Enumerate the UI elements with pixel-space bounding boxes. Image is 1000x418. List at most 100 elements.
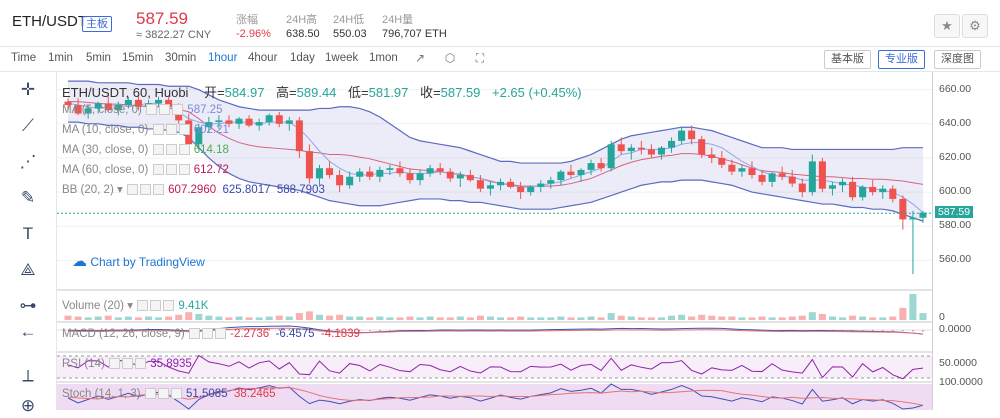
tf-1min[interactable]: 1min xyxy=(48,52,73,64)
candle xyxy=(738,168,746,172)
volume-bar xyxy=(597,317,605,320)
brush-icon[interactable]: ✎ xyxy=(20,188,36,207)
tradingview-attribution[interactable]: ☁ Chart by TradingView xyxy=(72,252,205,270)
volume-bar xyxy=(205,315,213,320)
volume-bar xyxy=(758,316,766,320)
volume-bar xyxy=(577,317,585,320)
candle xyxy=(486,185,494,189)
candle xyxy=(104,103,112,111)
macd-label: MACD (12, 26, close, 9) xyxy=(62,328,185,340)
tf-5min[interactable]: 5min xyxy=(86,52,111,64)
volume-legend: Volume (20) ▾ 9.41K xyxy=(62,300,209,312)
volume-bar xyxy=(708,315,716,320)
candle xyxy=(406,173,414,181)
macd-hist-bar xyxy=(278,328,280,331)
volume-bar xyxy=(104,315,112,320)
volume-bar xyxy=(788,316,796,320)
text-tool-icon[interactable]: T xyxy=(22,224,34,243)
pair-name[interactable]: ETH/USDT xyxy=(12,13,87,30)
high-label-legend: 高= xyxy=(276,85,297,100)
candle xyxy=(275,115,283,124)
open-label: 开= xyxy=(204,85,225,100)
candle xyxy=(688,130,696,140)
interval-toolbar: Time 1min 5min 15min 30min 1hour 4hour 1… xyxy=(0,47,1000,72)
bb-lower: 588.7903 xyxy=(276,184,325,196)
tf-4hour[interactable]: 4hour xyxy=(248,52,278,64)
price-tick: 620.00 xyxy=(939,150,972,163)
high-label: 24H高 xyxy=(286,14,318,26)
indicator-settings-icon[interactable]: ⬡ xyxy=(444,51,456,65)
candle xyxy=(627,147,635,152)
price-tick: 580.00 xyxy=(939,219,972,232)
volume-bar xyxy=(889,316,897,320)
stoch-d: 38.2465 xyxy=(234,388,276,400)
volume-bar xyxy=(366,317,374,320)
tf-1week[interactable]: 1week xyxy=(325,52,359,64)
candle xyxy=(74,105,82,114)
pro-view-button[interactable]: 专业版 xyxy=(878,50,925,69)
volume-bar xyxy=(215,316,223,320)
depth-chart-button[interactable]: 深度图 xyxy=(934,50,981,69)
ma30-legend: MA (30, close, 0) 614.18 xyxy=(62,144,229,156)
macd-legend: MACD (12, 26, close, 9) -2.2736 -6.4575 … xyxy=(62,328,360,340)
change-value: -2.96% xyxy=(236,28,271,40)
candle xyxy=(577,169,585,176)
candle xyxy=(265,115,273,123)
stoch-legend: Stoch (14, 1, 3) 51.5085 38.2465 xyxy=(62,388,276,400)
volume-bar xyxy=(64,315,72,320)
volume-bar xyxy=(406,316,414,320)
volume-bar xyxy=(798,315,806,320)
ruler-icon[interactable]: ⟂ xyxy=(22,366,34,385)
pattern-icon[interactable]: ⟁ xyxy=(20,260,36,279)
macd-hist-bar xyxy=(912,330,914,332)
volume-bar xyxy=(94,316,102,320)
crosshair-icon[interactable]: ✛ xyxy=(20,80,36,99)
settings-button[interactable]: ⚙ xyxy=(962,14,988,38)
tf-30min[interactable]: 30min xyxy=(165,52,197,64)
volume-bar xyxy=(74,316,82,320)
tf-time[interactable]: Time xyxy=(11,52,37,64)
volume-bar xyxy=(667,315,676,320)
candle xyxy=(808,161,816,193)
candle xyxy=(114,105,122,111)
price-chart[interactable] xyxy=(57,72,1000,410)
volume-bar xyxy=(698,314,706,320)
candle xyxy=(708,154,716,158)
candle xyxy=(215,120,223,123)
measure-icon[interactable]: ⊶ xyxy=(19,296,37,315)
trend-line-icon[interactable]: ⟋ xyxy=(22,116,34,135)
back-arrow-icon[interactable]: ← xyxy=(19,322,37,341)
candle xyxy=(537,183,545,187)
volume-bar xyxy=(376,316,384,320)
macd-hist-bar xyxy=(359,330,361,332)
candle xyxy=(849,181,857,198)
volume-bar xyxy=(507,317,515,320)
volume-bar xyxy=(456,316,464,320)
zoom-icon[interactable]: ⊕ xyxy=(20,396,36,415)
tf-1hour[interactable]: 1hour xyxy=(208,52,238,64)
ma60-legend: MA (60, close, 0) 612.72 xyxy=(62,164,229,176)
candle xyxy=(396,168,404,174)
macd-hist-bar xyxy=(288,328,290,331)
volume-tick: 0 xyxy=(939,311,945,323)
volume-bar xyxy=(849,315,857,320)
favorite-button[interactable]: ★ xyxy=(934,14,960,38)
macd-hist-bar xyxy=(329,330,331,331)
low-label-legend: 低= xyxy=(348,85,369,100)
fib-icon[interactable]: ⋰ xyxy=(19,152,37,171)
bb-legend: BB (20, 2) ▾ 607.2960 625.8017 588.7903 xyxy=(62,184,325,196)
macd-line: -6.4575 xyxy=(275,328,315,340)
ma60-label: MA (60, close, 0) xyxy=(62,164,149,176)
volume-bar xyxy=(678,314,686,320)
tf-1day[interactable]: 1day xyxy=(290,52,315,64)
candle xyxy=(476,180,484,189)
tf-15min[interactable]: 15min xyxy=(122,52,154,64)
volume-bar xyxy=(718,316,726,320)
tf-1mon[interactable]: 1mon xyxy=(369,52,398,64)
basic-view-button[interactable]: 基本版 xyxy=(824,50,871,69)
fullscreen-icon[interactable]: ⛶ xyxy=(475,51,485,65)
volume-bar xyxy=(426,316,434,320)
candle xyxy=(698,139,706,155)
volume-bar xyxy=(859,316,867,320)
chart-type-icon[interactable]: ↗ xyxy=(414,51,426,65)
